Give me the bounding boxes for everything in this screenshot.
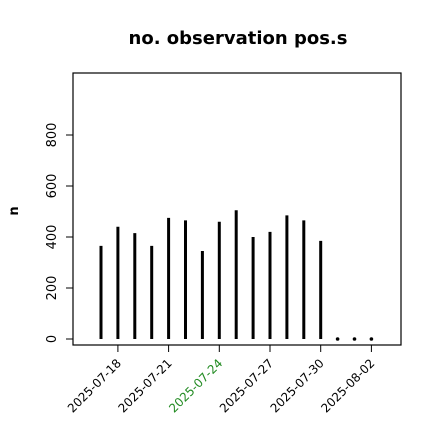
chart-title: no. observation pos.s — [129, 28, 348, 49]
zero-point — [369, 337, 374, 341]
bars — [99, 210, 374, 341]
y-tick-label: 600 — [45, 174, 60, 199]
y-tick-label: 400 — [45, 225, 60, 250]
y-axis: 0 200 400 600 800 — [45, 123, 74, 343]
y-tick-label: 800 — [45, 123, 60, 148]
zero-point — [352, 337, 357, 341]
y-axis-title: n — [7, 206, 22, 215]
x-axis: 2025-07-182025-07-212025-07-242025-07-27… — [65, 345, 378, 415]
y-tick-label: 0 — [45, 335, 60, 343]
x-tick-label: 2025-08-02 — [318, 356, 377, 415]
y-tick-label: 200 — [45, 276, 60, 301]
zero-point — [335, 337, 340, 341]
